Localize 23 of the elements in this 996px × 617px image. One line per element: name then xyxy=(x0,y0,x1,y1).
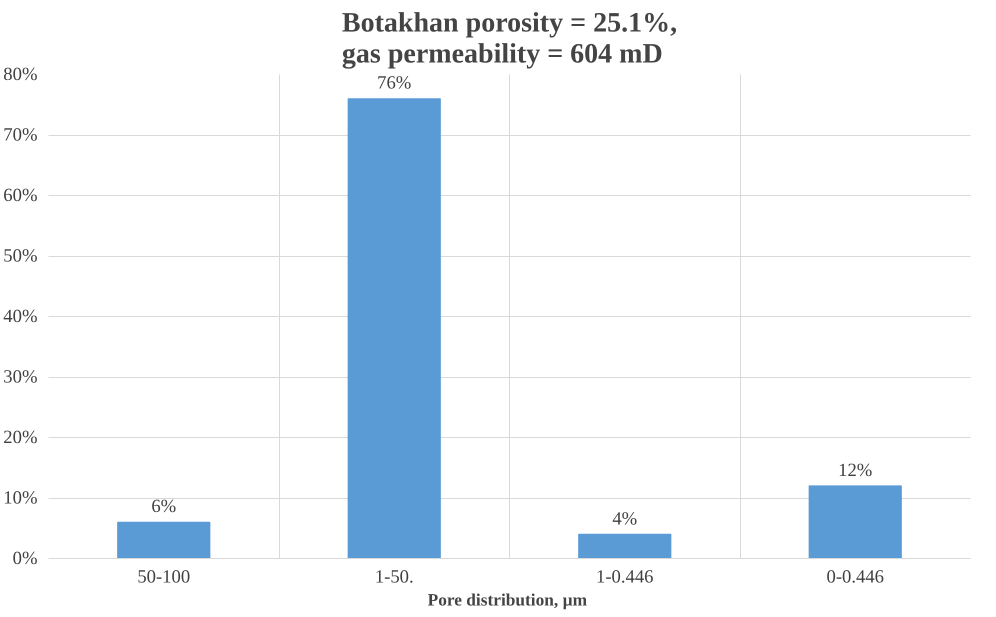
bar xyxy=(578,534,672,558)
data-label: 4% xyxy=(612,508,638,530)
bar xyxy=(117,522,210,558)
y-tick-label: 20% xyxy=(3,427,38,448)
y-tick-label: 40% xyxy=(3,306,38,327)
y-tick-label: 30% xyxy=(3,366,38,388)
y-tick-label: 50% xyxy=(3,246,38,266)
data-label: 6% xyxy=(151,496,176,518)
chart-title: Botakhan porosity = 25.1%, gas permeability = 604 mD xyxy=(342,8,678,70)
y-tick-label: 10% xyxy=(3,488,38,508)
bar xyxy=(808,485,902,558)
data-label: 12% xyxy=(838,460,872,481)
data-label: 76% xyxy=(377,72,412,94)
y-tick-label: 60% xyxy=(3,185,38,206)
y-tick-label: 80% xyxy=(3,64,38,85)
x-axis-title: Pore distribution, µm xyxy=(428,590,588,610)
y-tick-label: 0% xyxy=(12,548,38,569)
x-tick-label: 50-100 xyxy=(137,566,190,588)
y-tick-label: 70% xyxy=(3,124,38,146)
x-tick-label: 0-0.446 xyxy=(826,566,884,588)
x-tick-label: 1-50. xyxy=(374,566,414,588)
bar xyxy=(348,98,441,558)
x-tick-label: 1-0.446 xyxy=(596,566,654,588)
